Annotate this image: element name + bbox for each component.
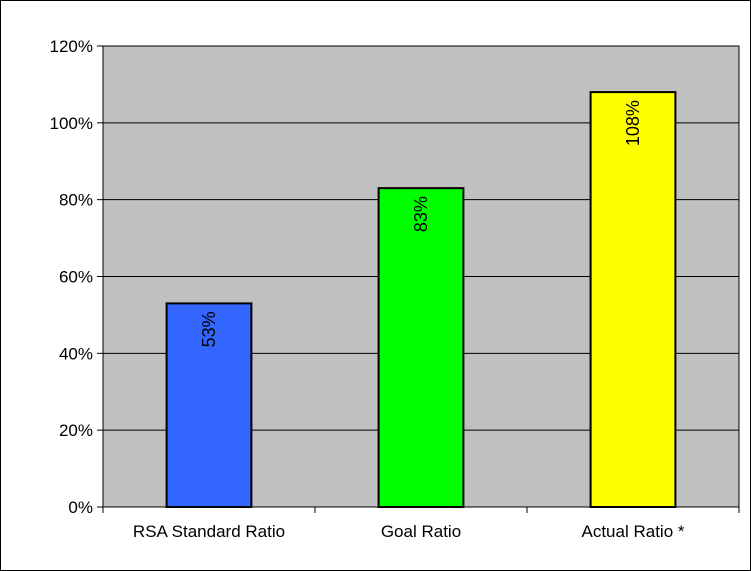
x-tick-label: RSA Standard Ratio [133,522,285,541]
y-tick-label: 0% [68,498,93,517]
y-tick-labels: 0% 20% 40% 60% 80% 100% 120% [50,37,93,517]
y-tick-label: 40% [59,344,93,363]
x-tick-labels: RSA Standard Ratio Goal Ratio Actual Ratio… [133,522,685,541]
x-tick-label: Actual Ratio * [582,522,685,541]
y-tick-label: 60% [59,268,93,287]
y-tick-label: 80% [59,191,93,210]
bars [165,91,677,508]
bar [589,91,677,508]
data-labels: 53% 83% 108% [199,100,643,347]
x-tick-label: Goal Ratio [381,522,461,541]
bar [165,302,253,508]
data-label: 108% [623,100,643,146]
data-label: 83% [411,196,431,232]
y-tick-label: 20% [59,421,93,440]
y-tick-label: 100% [50,114,93,133]
data-label: 53% [199,311,219,347]
y-tick-label: 120% [50,37,93,56]
axes [97,45,740,513]
bar [377,187,465,508]
